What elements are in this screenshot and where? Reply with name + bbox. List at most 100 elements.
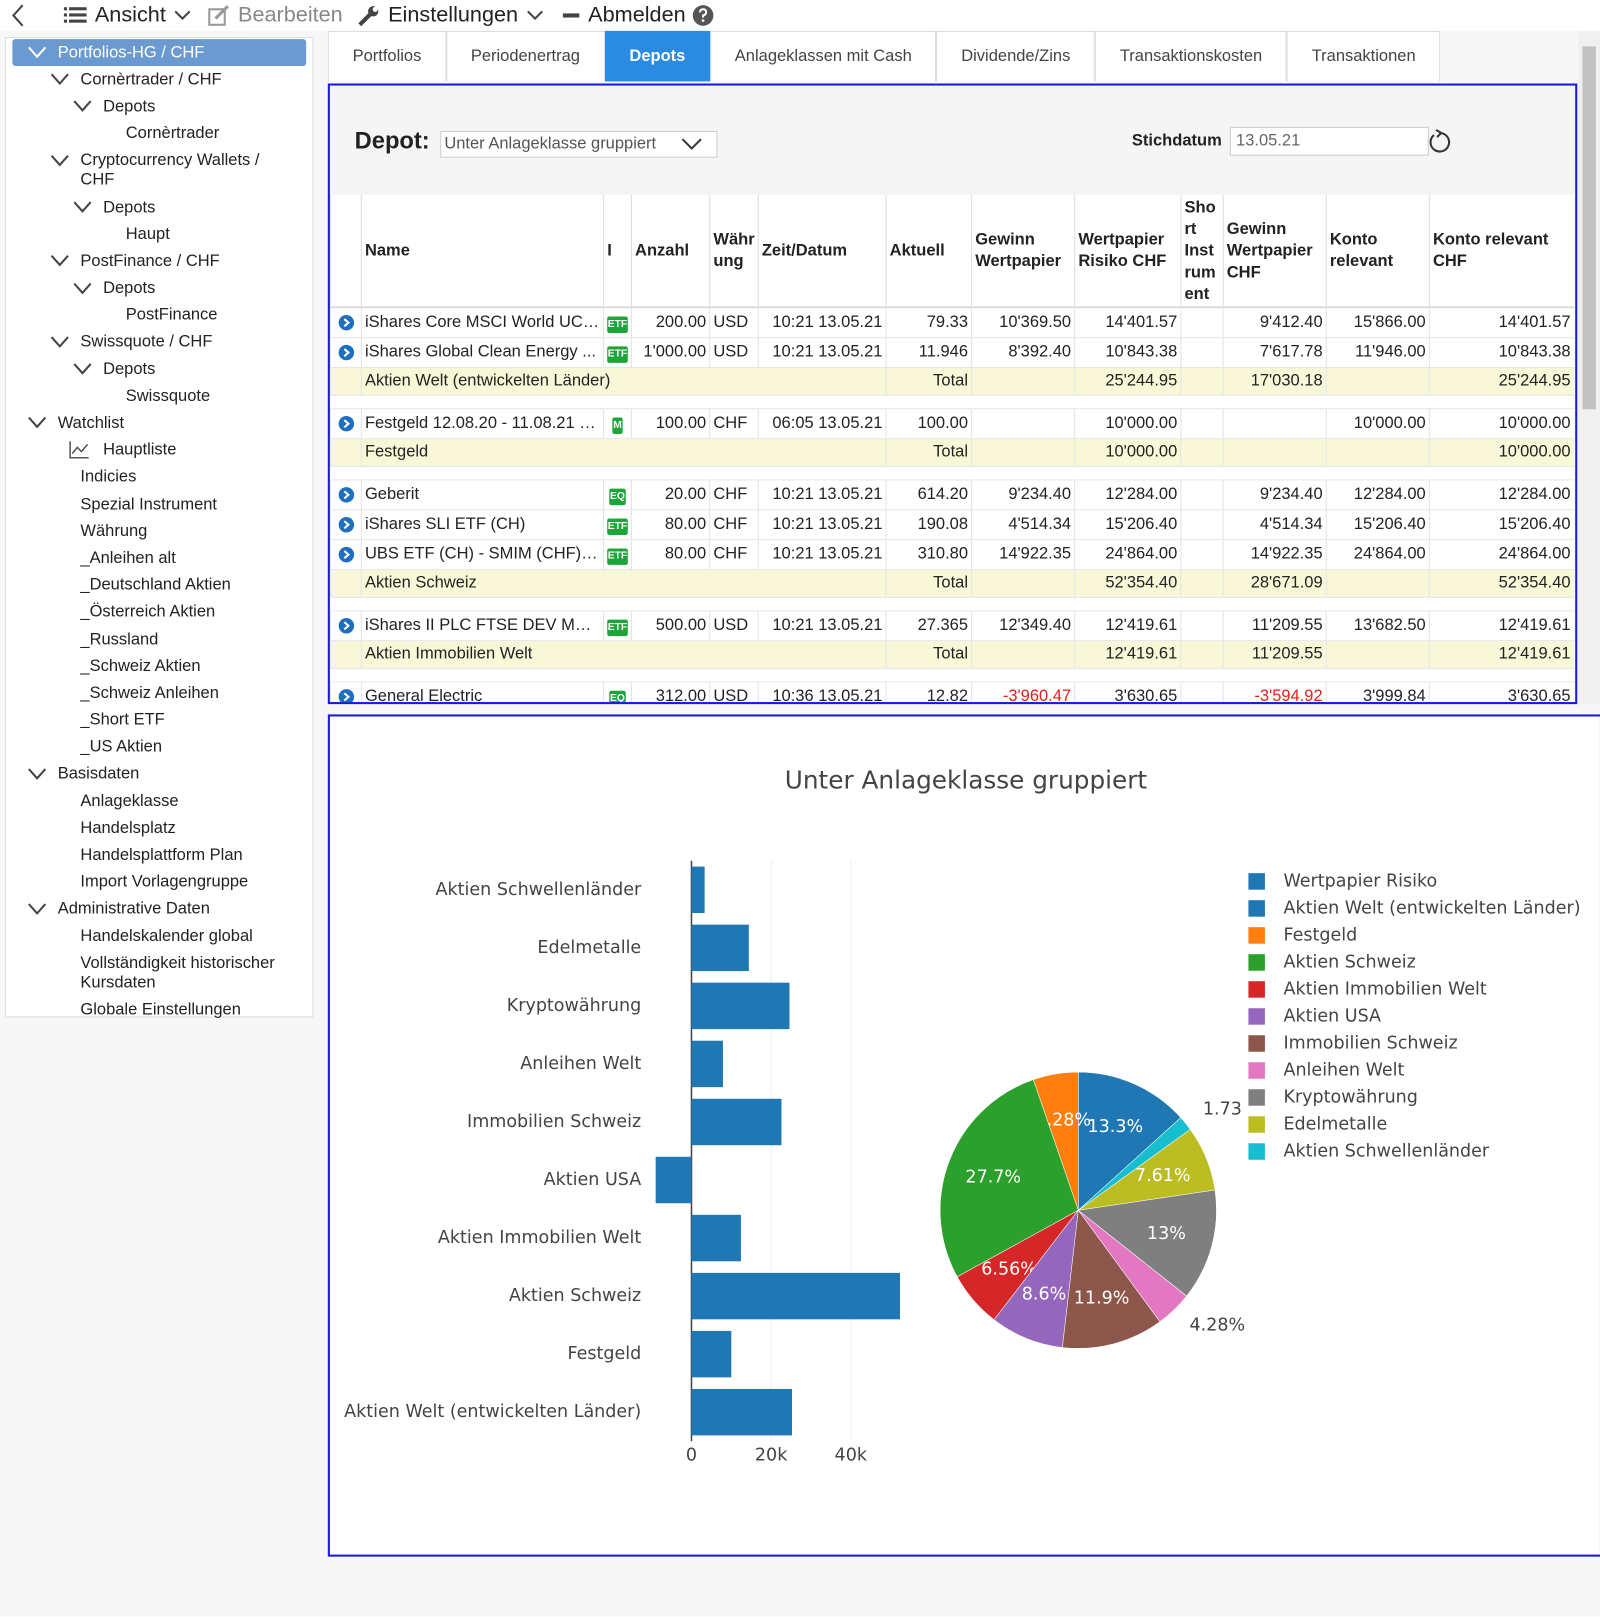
- scrollbar[interactable]: [1578, 30, 1600, 705]
- tree-label: Depots: [103, 198, 156, 217]
- tree-node[interactable]: Handelskalender global: [6, 923, 312, 950]
- expand-icon[interactable]: [27, 45, 48, 59]
- pie-label: 1.73: [1203, 1099, 1242, 1119]
- open-icon[interactable]: [338, 546, 354, 563]
- y-tick-label: Aktien Schwellenländer: [436, 880, 642, 900]
- expand-icon[interactable]: [27, 767, 48, 781]
- open-icon[interactable]: [338, 486, 354, 503]
- tree-node[interactable]: Indicies: [6, 464, 312, 491]
- expand-icon[interactable]: [72, 200, 93, 214]
- tree-node[interactable]: Watchlist: [6, 410, 312, 437]
- open-icon[interactable]: [338, 314, 354, 331]
- tree-node[interactable]: Anlageklasse: [6, 788, 312, 815]
- tree-node[interactable]: Basisdaten: [6, 761, 312, 788]
- tree-node[interactable]: Währung: [6, 518, 312, 545]
- spacer-cell: [603, 597, 632, 612]
- tree-node[interactable]: _Österreich Aktien: [6, 599, 312, 626]
- tree-node[interactable]: PostFinance / CHF: [6, 248, 312, 275]
- grouping-select[interactable]: Unter Anlageklasse gruppiert: [440, 130, 718, 158]
- open-icon[interactable]: [338, 415, 354, 432]
- expand-icon[interactable]: [49, 72, 70, 86]
- tree-node[interactable]: Swissquote / CHF: [6, 329, 312, 356]
- tab[interactable]: Portfolios: [327, 30, 447, 82]
- tree-node[interactable]: Hauptliste: [6, 437, 312, 464]
- chevron: [50, 255, 69, 267]
- expand-icon[interactable]: [72, 362, 93, 376]
- data-row[interactable]: iShares Core MSCI World UCI... ETF 200.00 U…: [329, 307, 1574, 339]
- open-icon[interactable]: [338, 516, 354, 533]
- expand-icon[interactable]: [27, 416, 48, 430]
- help-icon[interactable]: [692, 4, 715, 27]
- tree-node[interactable]: Import Vorlagengruppe: [6, 869, 312, 896]
- tree-node[interactable]: Cryptocurrency Wallets / CHF: [6, 147, 312, 194]
- tree-node[interactable]: Depots: [6, 93, 312, 120]
- tree-node[interactable]: Globale Einstellungen: [6, 996, 312, 1023]
- tab[interactable]: Depots: [604, 30, 711, 82]
- tree-node[interactable]: _Deutschland Aktien: [6, 572, 312, 599]
- tree-node[interactable]: Depots: [6, 275, 312, 302]
- expand-icon[interactable]: [72, 99, 93, 113]
- tab[interactable]: Periodenertrag: [446, 30, 605, 82]
- cell: [1180, 408, 1224, 440]
- tab[interactable]: Transaktionen: [1286, 30, 1441, 82]
- tree-node[interactable]: _Schweiz Aktien: [6, 653, 312, 680]
- tab[interactable]: Dividende/Zins: [936, 30, 1096, 82]
- tree-node[interactable]: Cornèrtrader / CHF: [6, 66, 312, 93]
- data-row[interactable]: UBS ETF (CH) - SMIM (CHF) A... ETF 80.00 CH…: [329, 539, 1574, 571]
- tree-node[interactable]: Depots: [6, 356, 312, 383]
- tree-node[interactable]: Handelsplattform Plan: [6, 842, 312, 869]
- legend-swatch: [1248, 981, 1265, 998]
- tree-node[interactable]: _US Aktien: [6, 734, 312, 761]
- cell: 20.00: [630, 479, 710, 511]
- tree-node[interactable]: Portfolios-HG / CHF: [12, 39, 307, 67]
- tree-node[interactable]: Handelsplatz: [6, 815, 312, 842]
- menu-item[interactable]: Abmelden: [559, 3, 714, 28]
- date-input[interactable]: 13.05.21: [1229, 126, 1429, 156]
- expand-icon[interactable]: [49, 335, 70, 349]
- tree-node[interactable]: _Anleihen alt: [6, 545, 312, 572]
- reload-button[interactable]: [1427, 129, 1454, 156]
- data-row[interactable]: Festgeld 12.08.20 - 11.08.21 P... M 100.00…: [329, 408, 1574, 440]
- spacer-cell: [971, 668, 1075, 683]
- group-row: Festgeld Total 10'000.00 10'000.00: [329, 438, 1574, 467]
- scroll-thumb[interactable]: [1582, 46, 1596, 410]
- back-button[interactable]: [0, 0, 31, 31]
- open-icon[interactable]: [338, 344, 354, 361]
- group-name: Aktien Schweiz: [360, 569, 887, 598]
- header-row: Name I Anzahl Währung Zeit/Datum Aktuell Gewin…: [329, 194, 1574, 309]
- open-icon[interactable]: [338, 617, 354, 634]
- tree-label: _Österreich Aktien: [80, 603, 216, 621]
- expand-icon[interactable]: [49, 153, 70, 167]
- tree-node[interactable]: Vollständigkeit historischer Kursdaten: [6, 950, 312, 997]
- expand-icon[interactable]: [49, 254, 70, 268]
- tree-node[interactable]: Cornèrtrader: [6, 120, 312, 147]
- cell: 12'284.00: [1325, 479, 1430, 511]
- cell: 11'209.55: [1222, 610, 1327, 642]
- cell: 4'514.34: [1222, 509, 1327, 541]
- menu-item[interactable]: Ansicht: [62, 3, 193, 28]
- expand-icon[interactable]: [72, 281, 93, 295]
- tree-node[interactable]: _Russland: [6, 626, 312, 653]
- header-cell: Zeit/Datum: [757, 194, 887, 309]
- data-row[interactable]: iShares II PLC FTSE DEV MAR ... ETF 500.00…: [329, 610, 1574, 642]
- tree-node[interactable]: _Short ETF: [6, 707, 312, 734]
- tree-node[interactable]: _Schweiz Anleihen: [6, 680, 312, 707]
- menu-item[interactable]: Einstellungen: [357, 3, 545, 28]
- data-row[interactable]: Geberit EQ 20.00 CHF 10:21 13.05.21 614.20 9'2…: [329, 479, 1574, 511]
- tab[interactable]: Anlageklassen mit Cash: [710, 30, 937, 82]
- tree-node[interactable]: Spezial Instrument: [6, 491, 312, 518]
- data-row[interactable]: General Electric EQ 312.00 USD 10:36 13.05.2…: [329, 681, 1574, 704]
- tab[interactable]: Transaktionskosten: [1095, 30, 1287, 82]
- tree-node[interactable]: PostFinance: [6, 302, 312, 329]
- data-row[interactable]: iShares Global Clean Energy ... ETF 1'000.…: [329, 337, 1574, 369]
- tree-node[interactable]: Haupt: [6, 221, 312, 248]
- open-icon[interactable]: [338, 688, 354, 704]
- menu-item[interactable]: Bearbeiten: [207, 3, 343, 28]
- data-row[interactable]: iShares SLI ETF (CH) ETF 80.00 CHF 10:21 13.…: [329, 509, 1574, 541]
- tree-node[interactable]: Depots: [6, 194, 312, 221]
- expand-icon[interactable]: [27, 902, 48, 916]
- tree-node[interactable]: Swissquote: [6, 383, 312, 410]
- cell: USD: [709, 610, 759, 642]
- cell: 310.80: [885, 539, 972, 571]
- tree-node[interactable]: Administrative Daten: [6, 896, 312, 923]
